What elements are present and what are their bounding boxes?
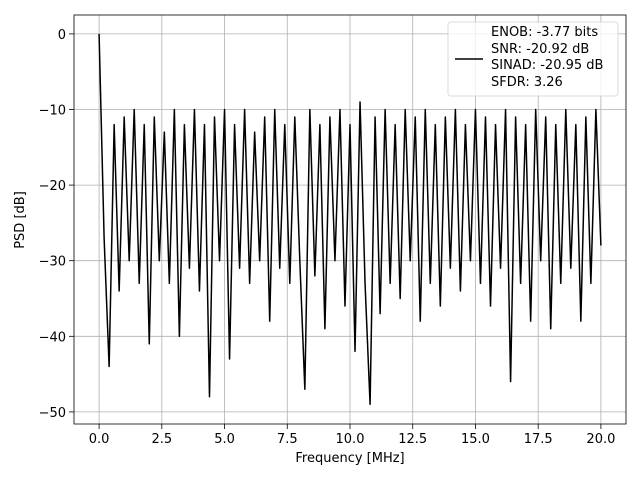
line-series — [98, 33, 602, 406]
x-tick-label: 17.5 — [524, 432, 553, 447]
x-tick-label: 5.0 — [214, 432, 235, 447]
x-tick-label: 0.0 — [89, 432, 110, 447]
legend-label: ENOB: -3.77 bits SNR: -20.92 dB SINAD: -… — [491, 25, 604, 90]
y-tick-label: −40 — [39, 330, 66, 345]
axes-frame — [73, 14, 627, 425]
legend-box — [447, 21, 619, 97]
x-tick-label: 12.5 — [398, 432, 427, 447]
x-tick-label: 7.5 — [277, 432, 298, 447]
y-axis-label: PSD [dB] — [13, 191, 28, 249]
y-tick-label: −50 — [39, 406, 66, 421]
x-tick-label: 20.0 — [586, 432, 615, 447]
x-tick-label: 2.5 — [151, 432, 172, 447]
y-tick-label: 0 — [58, 28, 66, 43]
y-tick-label: −30 — [39, 255, 66, 270]
x-tick-label: 10.0 — [336, 432, 365, 447]
x-tick-label: 15.0 — [461, 432, 490, 447]
y-tick-label: −20 — [39, 179, 66, 194]
x-axis-label: Frequency [MHz] — [295, 451, 404, 466]
y-tick-label: −10 — [39, 104, 66, 119]
